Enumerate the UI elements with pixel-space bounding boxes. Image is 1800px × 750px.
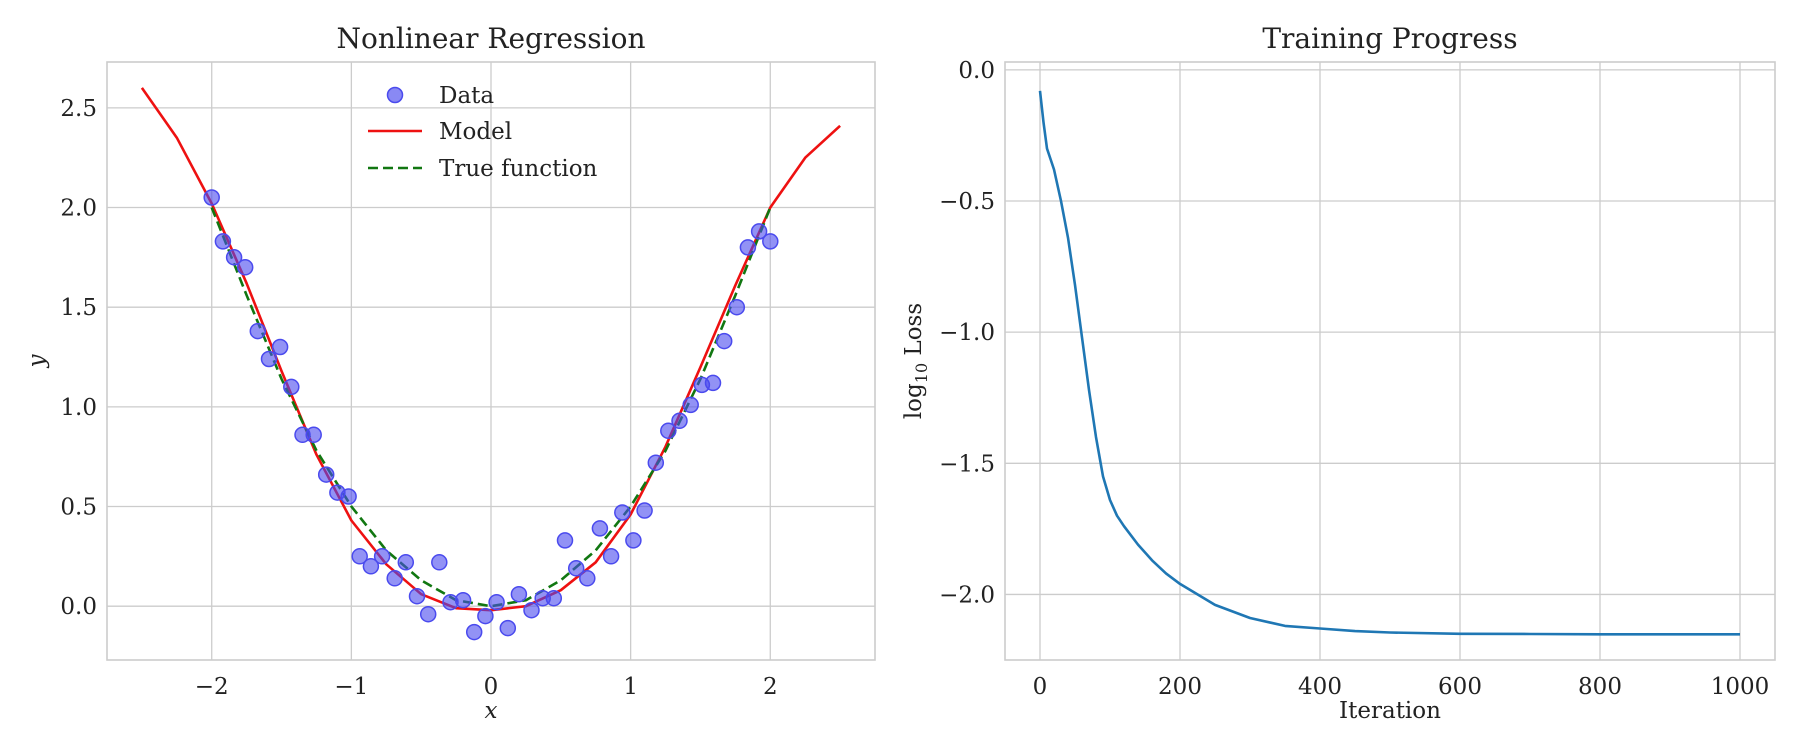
data-point [739,239,757,256]
data-point [647,454,665,471]
regression-legend: Data Model True function [368,83,598,182]
regression-frame [106,61,876,661]
regression-x-tick-label: −2 [195,674,229,700]
training-y-label-log: log [901,383,927,419]
data-point [591,520,609,537]
training-marks [1038,90,1740,636]
training-x-tick-label: 800 [1578,674,1622,700]
data-point [671,412,688,430]
training-x-label: Iteration [1339,698,1441,724]
data-point [567,560,585,577]
regression-y-label: y [24,354,50,369]
training-x-tick-label: 400 [1298,674,1342,700]
data-point [283,378,300,396]
data-point [397,554,415,571]
legend-model-label: Model [439,119,512,145]
regression-title: Nonlinear Regression [337,22,646,55]
training-y-tick-label: −2.0 [939,582,995,608]
data-point [499,619,517,637]
training-y-label: log10 Loss [901,303,931,419]
data-point [477,607,494,625]
training-y-tick-label: −1.5 [939,451,995,477]
training-axes: 0 200 400 600 800 1000 0.0 −0.5 −1.0 −1.5 −2.0 Tr… [901,22,1776,724]
training-y-tick-label: 0.0 [958,58,995,84]
training-x-tick-label: 0 [1033,674,1048,700]
data-point [704,374,722,392]
training-frame [1004,61,1776,661]
legend-data-label: Data [439,83,494,109]
data-point [602,548,620,565]
data-point [260,350,278,368]
training-x-tick-label: 200 [1158,674,1202,700]
data-point [351,548,368,565]
data-point [203,189,220,206]
data-point [386,570,403,587]
data-point [636,502,653,519]
data-point [236,259,254,276]
training-y-tick-label: −0.5 [939,189,995,215]
data-point [419,605,437,623]
regression-axes: −2 −1 0 1 2 0.0 0.5 1.0 1.5 2.0 2.5 Nonlinear Reg… [24,22,876,724]
training-grid [1005,62,1775,660]
data-point [556,532,574,549]
regression-y-tick-label: 1.0 [60,395,97,421]
regression-x-label: x [485,698,498,724]
data-point [431,554,448,571]
training-y-label-rest: Loss [901,303,927,363]
data-point [579,570,596,587]
regression-y-tick-label: 1.5 [60,295,97,321]
data-point [408,587,426,605]
data-point [625,532,642,549]
training-y-ticks: 0.0 −0.5 −1.0 −1.5 −2.0 [939,58,995,609]
training-title: Training Progress [1262,22,1517,55]
data-point [715,332,733,350]
regression-y-tick-label: 0.0 [60,594,97,620]
regression-x-tick-label: 1 [623,674,638,700]
data-point [488,593,505,611]
training-y-label-subscript: 10 [912,363,931,383]
data-point [728,298,746,316]
data-point [750,223,768,240]
training-x-tick-label: 1000 [1711,674,1770,700]
training-y-tick-label: −1.0 [939,320,995,346]
training-x-tick-label: 600 [1438,674,1482,700]
data-point [614,504,631,521]
data-point [317,466,335,483]
regression-y-ticks: 0.0 0.5 1.0 1.5 2.0 2.5 [60,96,97,620]
data-point [249,322,267,340]
data-point [682,396,699,414]
loss-curve [1038,90,1740,636]
data-point [305,426,322,444]
regression-x-tick-label: 2 [763,674,778,700]
data-point [545,589,563,607]
legend-true-function-label: True function [439,156,598,182]
data-point [660,422,677,440]
training-x-ticks: 0 200 400 600 800 1000 [1033,674,1770,700]
data-point [362,558,380,575]
legend-data-marker [386,86,404,104]
data-point [510,585,528,603]
training-plot-area [1005,62,1775,660]
data-point [762,233,779,250]
regression-y-tick-label: 0.5 [60,495,97,521]
regression-grid [107,62,875,660]
data-point [454,591,472,609]
data-point [465,623,483,641]
data-point [523,601,540,619]
data-point [340,488,357,505]
data-point [214,233,232,250]
data-point [373,548,391,565]
regression-marks [140,87,841,641]
data-point [225,249,243,266]
regression-y-tick-label: 2.0 [60,196,97,222]
regression-x-tick-label: −1 [334,674,368,700]
data-point [271,338,289,356]
regression-y-tick-label: 2.5 [60,96,97,122]
regression-x-ticks: −2 −1 0 1 2 [195,674,778,700]
regression-x-tick-label: 0 [484,674,499,700]
